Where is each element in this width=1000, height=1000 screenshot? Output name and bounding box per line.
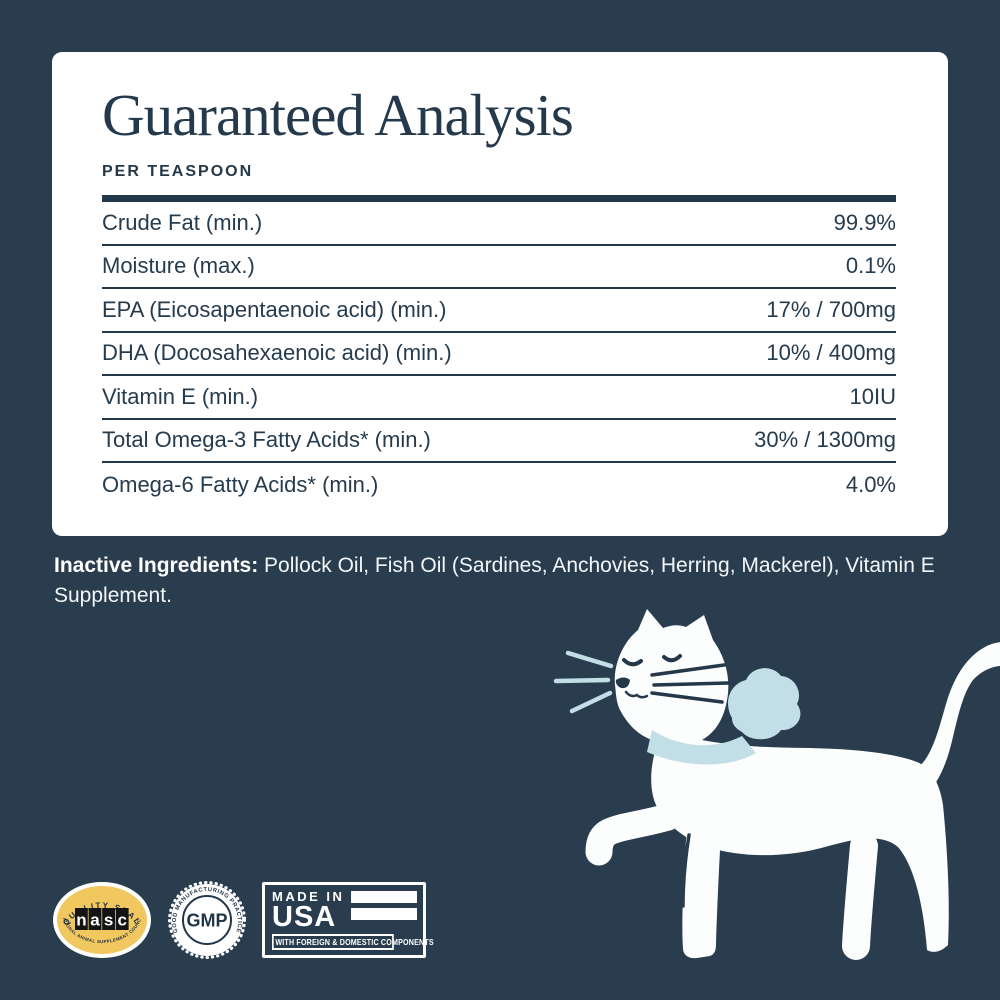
nasc-letter: s — [104, 911, 113, 930]
nutrient-label: Vitamin E (min.) — [102, 383, 259, 409]
made-in-usa-badge: MADE IN USA WITH FOREIGN & DOMESTIC COMP… — [262, 882, 434, 958]
usa-flag-bars — [351, 891, 417, 920]
gmp-badge: GOOD MANUFACTURING PRACTICE • PRODUCT • … — [168, 881, 246, 959]
cat-left-eye-icon — [622, 658, 643, 667]
usa-badge-top: MADE IN USA — [272, 889, 417, 933]
usa-badge-words: MADE IN USA — [272, 889, 345, 933]
subtitle-per-teaspoon: PER TEASPOON — [102, 163, 254, 180]
analysis-card: Guaranteed Analysis PER TEASPOON Crude F… — [52, 52, 948, 536]
nutrient-label: Moisture (max.) — [102, 253, 255, 279]
gmp-center-text: GMP — [186, 911, 227, 931]
cat-rear-leg — [842, 832, 878, 960]
nasc-letter: n — [76, 911, 86, 930]
table-row: Total Omega-3 Fatty Acids* (min.) 30% / … — [102, 420, 896, 463]
usa-made-in-text: MADE IN — [272, 889, 345, 904]
nasc-letter: a — [90, 911, 100, 930]
nasc-quality-seal: QUALITY SEAL n a s c NATIONAL ANIMAL SUP… — [52, 881, 151, 958]
nutrient-label: Crude Fat (min.) — [102, 209, 263, 235]
table-row: Omega-6 Fatty Acids* (min.) 4.0% — [102, 463, 896, 507]
table-top-rule — [102, 195, 896, 202]
ingredients-label: Inactive Ingredients: — [54, 554, 259, 577]
inactive-ingredients: Inactive Ingredients: Pollock Oil, Fish … — [54, 551, 946, 611]
page-title: Guaranteed Analysis — [102, 82, 574, 148]
cat-whiskers-right — [650, 663, 730, 704]
table-row: EPA (Eicosapentaenoic acid) (min.) 17% /… — [102, 289, 896, 333]
nutrient-label: DHA (Docosahexaenoic acid) (min.) — [102, 340, 452, 366]
nutrient-value: 10IU — [849, 383, 896, 409]
nasc-letter: c — [117, 911, 126, 930]
nutrient-label: Omega-6 Fatty Acids* (min.) — [102, 471, 379, 497]
flag-stripe — [351, 891, 417, 903]
cat-front-leg — [682, 825, 721, 959]
badges-row: QUALITY SEAL n a s c NATIONAL ANIMAL SUP… — [52, 880, 434, 960]
flag-stripe — [351, 908, 417, 920]
cat-tail — [917, 642, 1000, 797]
table-row: Crude Fat (min.) 99.9% — [102, 202, 896, 246]
nasc-letter-boxes: n a s c — [75, 908, 129, 930]
nutrient-value: 0.1% — [845, 253, 896, 279]
nutrient-label: EPA (Eicosapentaenoic acid) (min.) — [102, 296, 447, 322]
cat-raised-paw — [585, 803, 682, 866]
cat-leg-separation-line — [681, 833, 691, 908]
cat-nose — [615, 677, 630, 689]
nutrient-value: 30% / 1300mg — [754, 427, 896, 453]
ingredients-text: Pollock Oil, Fish Oil (Sardines, Anchovi… — [54, 554, 935, 607]
nutrient-label: Total Omega-3 Fatty Acids* (min.) — [102, 427, 431, 453]
analysis-table: Crude Fat (min.) 99.9% Moisture (max.) 0… — [102, 202, 896, 507]
usa-usa-text: USA — [272, 901, 337, 933]
cat-illustration — [553, 609, 1000, 960]
cat-mouth — [624, 690, 649, 699]
table-row: Moisture (max.) 0.1% — [102, 246, 896, 289]
table-row: Vitamin E (min.) 10IU — [102, 376, 896, 420]
cat-scarf-band — [647, 730, 756, 765]
nutrient-value: 10% / 400mg — [766, 340, 896, 366]
nutrient-value: 4.0% — [845, 471, 896, 497]
nutrient-value: 17% / 700mg — [766, 296, 896, 322]
cat-body — [614, 609, 949, 952]
cat-right-eye-icon — [662, 654, 682, 663]
cat-scarf-bow — [728, 668, 801, 740]
nutrient-value: 99.9% — [833, 209, 896, 235]
usa-components-strip: WITH FOREIGN & DOMESTIC COMPONENTS — [272, 934, 434, 950]
table-row: DHA (Docosahexaenoic acid) (min.) 10% / … — [102, 333, 896, 376]
cat-whiskers-left — [553, 650, 614, 714]
